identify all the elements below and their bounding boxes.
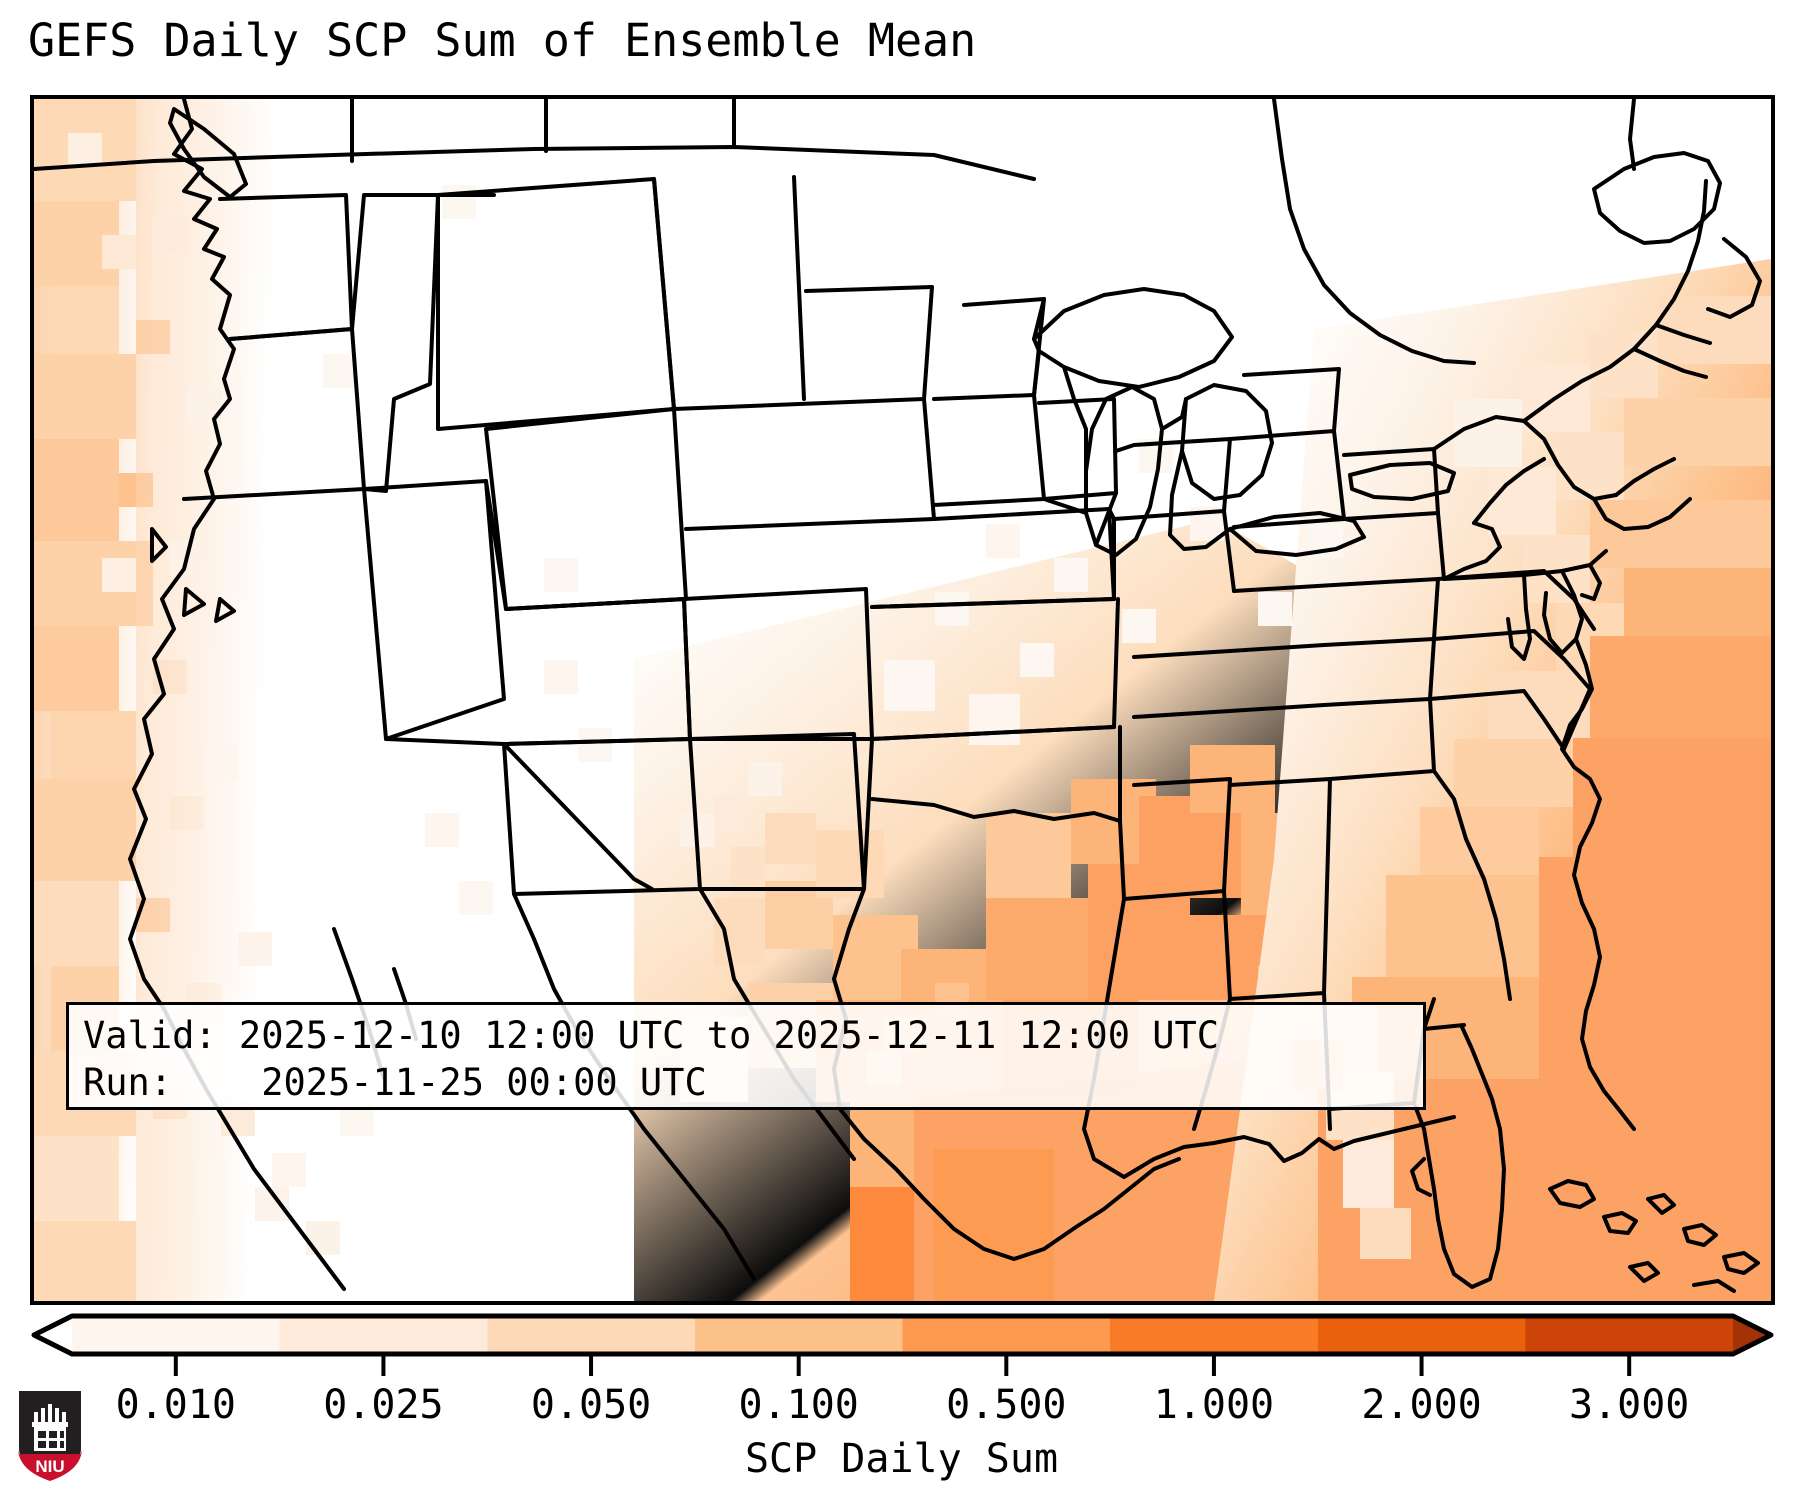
colorbar-band [487, 1316, 696, 1354]
colorbar-band [72, 1316, 281, 1354]
colorbar-axis-label: SCP Daily Sum [744, 1436, 1059, 1482]
colorbar-outline [31, 1313, 1774, 1357]
colorbar-tick-labels: 0.010 0.025 0.050 0.100 0.500 1.000 2.000 3.000 [30, 1382, 1775, 1428]
logo-text: NIU [35, 1457, 64, 1476]
scp-heatmap-raster [34, 99, 1771, 1301]
colorbar-tick-label: 0.025 [323, 1382, 444, 1428]
colorbar-svg [31, 1313, 1774, 1376]
niu-logo: NIU [17, 1389, 83, 1483]
colorbar-band [902, 1316, 1111, 1354]
logo-red-band [18, 1448, 82, 1481]
map-panel: Valid: 2025-12-10 12:00 UTC to 2025-12-1… [30, 95, 1775, 1305]
colorbar-tick-label: 3.000 [1568, 1382, 1690, 1428]
colorbar-tick-label: 0.050 [530, 1382, 652, 1428]
valid-run-info-box: Valid: 2025-12-10 12:00 UTC to 2025-12-1… [66, 1002, 1426, 1110]
colorbar-tick-label: 0.100 [738, 1382, 859, 1428]
run-time-line: Run: 2025-11-25 00:00 UTC [83, 1061, 707, 1104]
colorbar-tick-label: 1.000 [1153, 1382, 1275, 1428]
page-title: GEFS Daily SCP Sum of Ensemble Mean [28, 14, 977, 67]
logo-castle-windows [38, 1431, 64, 1448]
colorbar[interactable] [30, 1312, 1775, 1376]
colorbar-tick-label: 2.000 [1361, 1382, 1482, 1428]
colorbar-band [694, 1316, 904, 1354]
colorbar-band [1110, 1316, 1319, 1354]
colorbar-tick-label: 0.500 [946, 1382, 1067, 1428]
colorbar-band [1317, 1316, 1526, 1354]
colorbar-over-arrow [1733, 1316, 1771, 1354]
valid-time-line: Valid: 2025-12-10 12:00 UTC to 2025-12-1… [83, 1014, 1220, 1057]
colorbar-band [279, 1316, 488, 1354]
colorbar-tick-label: 0.010 [115, 1382, 237, 1428]
colorbar-under-arrow [34, 1316, 72, 1354]
colorbar-band [1525, 1316, 1734, 1354]
